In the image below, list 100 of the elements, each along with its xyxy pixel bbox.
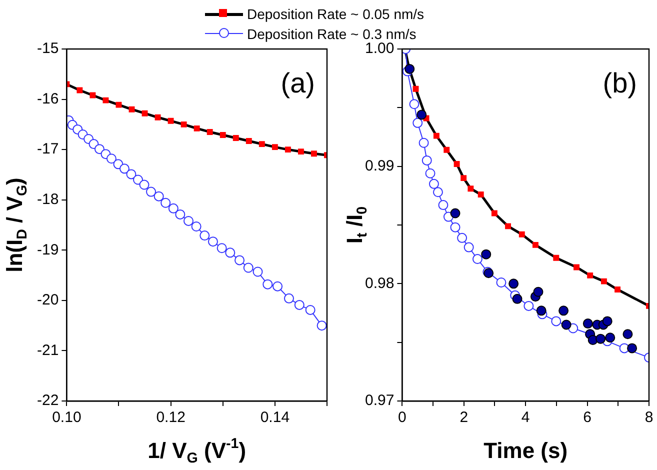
point	[460, 175, 467, 182]
point	[505, 223, 511, 230]
y-tick-label: 1.00	[364, 40, 394, 58]
point	[142, 110, 148, 116]
point	[139, 180, 150, 190]
y-tick-label: -21	[36, 342, 59, 359]
point	[76, 87, 83, 94]
point	[272, 281, 283, 292]
point	[422, 155, 432, 166]
point	[491, 210, 498, 216]
point	[433, 132, 440, 139]
point	[627, 343, 638, 354]
point	[194, 125, 200, 132]
point	[272, 144, 278, 150]
point	[225, 248, 236, 258]
point	[119, 164, 130, 174]
point	[409, 99, 420, 110]
point	[450, 208, 460, 218]
point	[412, 86, 419, 92]
point	[614, 286, 621, 293]
x-tick-label: 0	[398, 409, 406, 426]
point	[450, 222, 460, 232]
point	[168, 203, 178, 214]
point	[622, 329, 633, 340]
x-tick-label: 6	[583, 409, 592, 426]
point	[596, 334, 606, 344]
legend-label: Deposition Rate ~ 0.3 nm/s	[247, 25, 416, 42]
x-tick-label: 4	[521, 409, 530, 426]
y-tick-label: -22	[36, 392, 59, 410]
point	[416, 110, 427, 120]
point	[496, 277, 506, 288]
point	[184, 216, 194, 226]
legend-label: Deposition Rate ~ 0.05 nm/s	[247, 5, 424, 24]
x-axis-title: Time (s)	[484, 438, 568, 464]
x-tick-label: 2	[460, 409, 468, 426]
y-tick-label: 0.97	[364, 392, 394, 410]
point	[284, 293, 294, 304]
point	[128, 106, 135, 112]
point	[243, 262, 254, 273]
point	[558, 306, 569, 316]
point	[94, 144, 104, 154]
y-tick-label: 0.99	[364, 157, 394, 174]
point	[160, 198, 171, 208]
y-tick-label: -16	[36, 90, 59, 108]
y-tick-label: -19	[36, 241, 59, 258]
y-tick-label: -17	[36, 140, 59, 158]
y-tick-label: -20	[36, 292, 59, 309]
point	[246, 138, 252, 144]
point	[438, 200, 448, 210]
point	[582, 318, 593, 329]
point	[234, 255, 245, 266]
point	[220, 132, 226, 138]
point	[200, 230, 210, 241]
point	[454, 161, 460, 167]
point	[206, 128, 213, 135]
point	[432, 187, 443, 198]
point	[262, 279, 273, 290]
point	[425, 168, 436, 178]
point	[508, 278, 519, 289]
y-axis-title: It /I0	[342, 206, 371, 244]
point	[481, 249, 492, 260]
point	[412, 118, 423, 128]
point	[232, 135, 239, 141]
point	[532, 242, 538, 248]
point	[605, 332, 616, 343]
point	[536, 306, 546, 316]
point	[444, 146, 450, 153]
point	[191, 222, 202, 232]
point	[551, 316, 562, 326]
x-tick-label: 8	[644, 409, 654, 426]
point	[478, 192, 484, 198]
point	[298, 148, 304, 155]
point	[468, 186, 474, 192]
point	[305, 304, 316, 315]
point	[561, 320, 572, 330]
point	[464, 242, 474, 252]
point	[154, 114, 161, 120]
point	[294, 300, 304, 310]
point	[258, 141, 265, 148]
x-tick-label: 0.10	[52, 409, 82, 426]
annotation: (a)	[280, 68, 315, 99]
point	[602, 316, 612, 326]
x-tick-label: 0.14	[260, 409, 290, 426]
point	[574, 264, 580, 270]
point	[116, 102, 122, 108]
annotation: (b)	[602, 68, 637, 99]
point	[518, 231, 525, 238]
y-tick-label: 0.98	[364, 274, 394, 292]
y-axis-title: ln(ID / VG)	[2, 178, 31, 272]
point	[180, 121, 187, 128]
x-tick-label: 0.12	[156, 409, 186, 426]
point	[428, 178, 439, 189]
point	[102, 97, 109, 104]
point	[512, 294, 522, 304]
point	[533, 286, 544, 297]
point	[208, 236, 218, 247]
point	[252, 266, 263, 277]
point	[126, 169, 136, 180]
point	[457, 232, 468, 243]
point	[216, 243, 227, 254]
